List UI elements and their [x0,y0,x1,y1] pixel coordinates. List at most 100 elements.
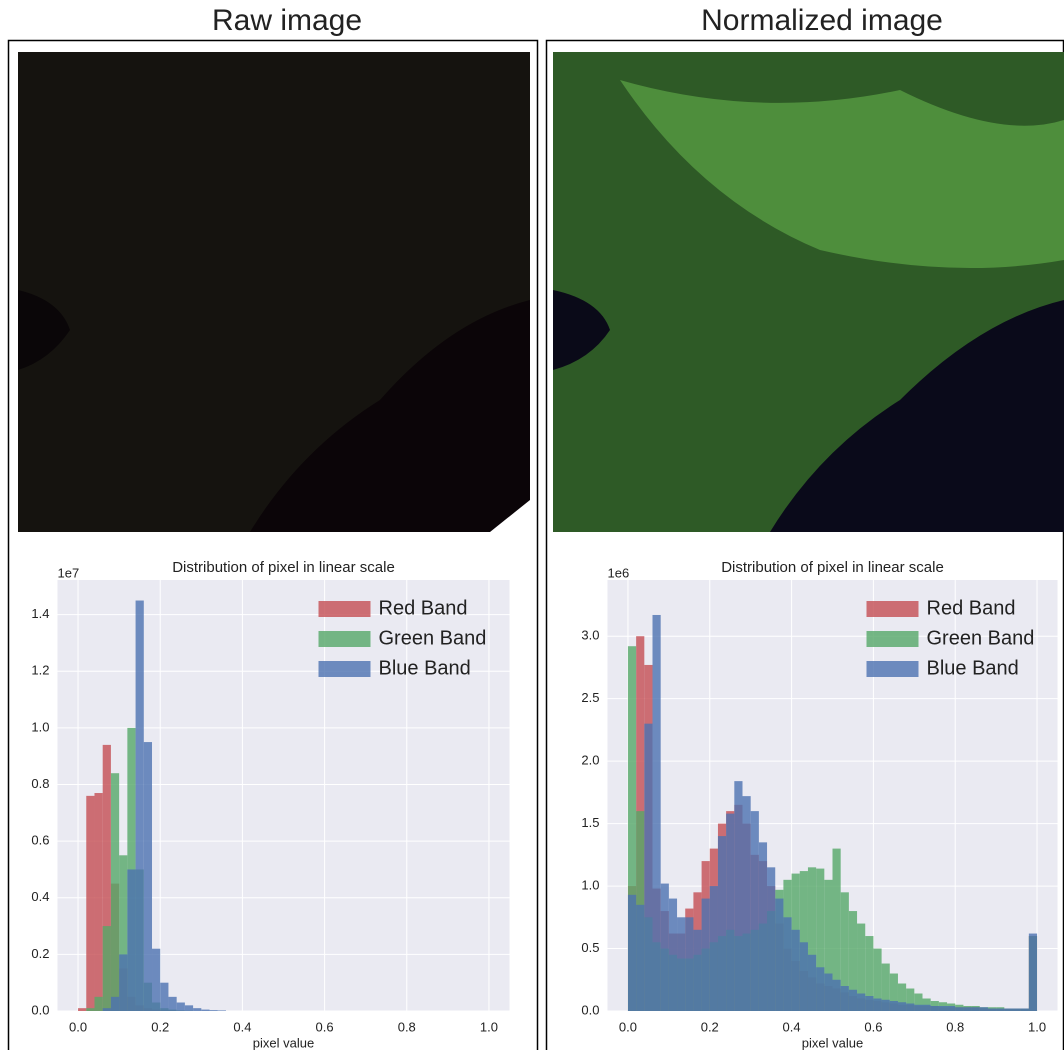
histogram-bar [833,980,841,1011]
histogram-bar [160,983,168,1011]
histogram-bar [177,1003,185,1011]
histogram-bar [865,996,873,1011]
histogram-bar [898,1002,906,1011]
y-tick-label: 2.0 [581,753,599,768]
histogram-bar [800,942,808,1011]
histogram-bar [693,930,701,1011]
y-tick-label: 3.0 [581,628,599,643]
histogram-bar [136,601,144,1011]
x-tick-label: 1.0 [1028,1019,1046,1034]
y-tick-label: 0.4 [31,889,49,904]
histogram-bar [103,926,111,1011]
y-tick-label: 0.0 [581,1002,599,1017]
histogram-bar [783,917,791,1011]
histogram-bar [669,899,677,1011]
legend-label: Red Band [379,597,468,619]
legend-label: Red Band [927,597,1016,619]
histogram-bar [628,895,636,1011]
y-tick-label: 1.4 [31,606,49,621]
histogram-bar [923,1005,931,1011]
histogram-bar [734,781,742,1011]
histogram-bar [972,1007,980,1011]
legend-swatch [319,631,371,647]
legend-swatch [867,661,919,677]
histogram-bar [119,954,127,1011]
histogram-bar [653,615,661,1011]
histogram-bar [1004,1009,1012,1011]
histogram-bar [702,899,710,1011]
histogram-bar [931,1006,939,1011]
histogram-bar [939,1006,947,1011]
legend-swatch [867,631,919,647]
legend-label: Green Band [379,627,487,649]
y-offset-label: 1e7 [58,565,80,580]
histogram-bar [1029,934,1037,1011]
chart-title: Distribution of pixel in linear scale [172,559,395,576]
histogram-bar [1021,1009,1029,1011]
legend-label: Blue Band [927,657,1019,679]
histogram-bar [996,1009,1004,1011]
histogram-bar [152,949,160,1011]
y-offset-label: 1e6 [608,565,630,580]
histogram-bar [980,1007,988,1011]
x-axis-label: pixel value [802,1035,863,1050]
y-tick-label: 1.0 [31,719,49,734]
y-tick-label: 1.0 [581,878,599,893]
y-tick-label: 0.8 [31,776,49,791]
histogram-bar [111,773,119,1011]
raw-image [18,52,530,532]
histogram-bar [775,899,783,1011]
histogram-bar [759,842,767,1011]
histogram-bar [751,811,759,1011]
x-tick-label: 0.6 [864,1019,882,1034]
legend-swatch [867,601,919,617]
histogram-bar [726,814,734,1011]
x-tick-label: 0.4 [233,1019,251,1034]
histogram-bar [882,1000,890,1011]
chart-title: Distribution of pixel in linear scale [721,559,944,576]
histogram-bar [947,1006,955,1011]
normalized-image [553,52,1064,532]
histogram-bar [857,994,865,1011]
histogram-bar [111,997,119,1011]
histogram-bar [824,974,832,1011]
histogram-bar [816,967,824,1011]
histogram-bar [718,836,726,1011]
histogram-bar [792,930,800,1011]
histogram-bar [841,986,849,1011]
histogram-bar [743,796,751,1011]
x-tick-label: 0.2 [701,1019,719,1034]
legend-swatch [319,661,371,677]
legend-swatch [319,601,371,617]
histogram-bar [103,1008,111,1011]
histogram-bar [955,1007,963,1011]
y-tick-label: 0.6 [31,833,49,848]
y-tick-label: 0.2 [31,946,49,961]
histogram-bar [808,955,816,1011]
histogram-bar [677,917,685,1011]
legend-label: Green Band [927,627,1035,649]
x-tick-label: 0.0 [69,1019,87,1034]
panel-title: Raw image [212,4,362,37]
y-tick-label: 0.0 [31,1002,49,1017]
histogram-bar [914,1005,922,1011]
histogram-bar [636,905,644,1011]
histogram-bar [210,1010,218,1011]
x-tick-label: 0.2 [151,1019,169,1034]
histogram-bar [963,1007,971,1011]
x-tick-label: 0.8 [946,1019,964,1034]
panel-title: Normalized image [701,4,943,37]
histogram-bar [644,724,652,1011]
x-axis-label: pixel value [253,1035,314,1050]
histogram-bar [201,1010,209,1011]
histogram-bar [767,867,775,1011]
histogram-bar [685,917,693,1011]
histogram-bar [94,997,102,1011]
y-tick-label: 2.5 [581,690,599,705]
histogram-bar [218,1010,226,1011]
x-tick-label: 1.0 [480,1019,498,1034]
x-tick-label: 0.6 [316,1019,334,1034]
y-tick-label: 0.5 [581,940,599,955]
histogram-bar [710,886,718,1011]
legend-label: Blue Band [379,657,471,679]
